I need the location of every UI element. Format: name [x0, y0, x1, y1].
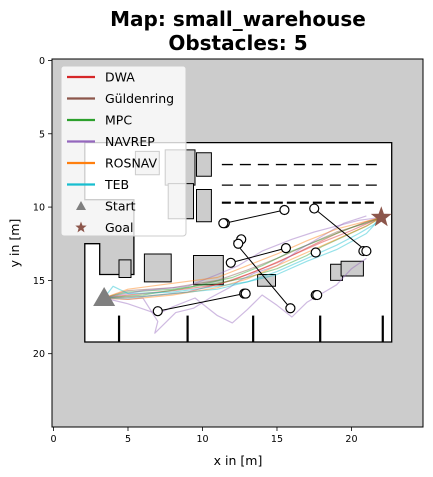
- obstacle-position: [218, 218, 229, 229]
- x-axis-ticks: 0 5 10 15 20: [50, 427, 358, 445]
- x-tick-label: 10: [196, 434, 208, 445]
- legend-label: ROSNAV: [105, 156, 158, 171]
- y-tick-label: 15: [33, 276, 45, 287]
- legend-swatch: [76, 201, 86, 210]
- obstacle-route: [157, 292, 245, 313]
- x-axis-label: x in [m]: [214, 453, 263, 468]
- map-static-obstacle: [143, 253, 172, 283]
- obstacle-layer: [152, 203, 372, 317]
- legend-entry: Güldenring: [67, 91, 174, 106]
- obstacle-position: [152, 306, 163, 317]
- legend-entry: TEB: [67, 177, 129, 192]
- legend-label: Start: [105, 199, 136, 214]
- map-static-obstacle: [193, 255, 224, 286]
- x-tick-label: 5: [125, 434, 131, 445]
- legend-entry: NAVREP: [67, 134, 155, 149]
- legend-label: DWA: [105, 70, 135, 85]
- obstacle-route: [233, 240, 291, 309]
- obstacle-position: [310, 247, 321, 258]
- legend-entry: ROSNAV: [67, 156, 158, 171]
- obstacle-route: [313, 208, 367, 252]
- obstacle-position: [312, 289, 323, 301]
- x-tick-label: 15: [271, 434, 283, 445]
- y-tick-label: 10: [33, 203, 45, 214]
- obstacle-position: [240, 288, 251, 299]
- x-tick-label: 0: [50, 434, 56, 445]
- legend-entry: Start: [76, 199, 136, 214]
- legend-label: Goal: [105, 220, 133, 235]
- y-axis-ticks: 0 5 10 15 20: [33, 56, 52, 360]
- start-marker: [93, 286, 116, 306]
- plot-frame: [51, 58, 424, 428]
- legend-label: MPC: [105, 113, 132, 128]
- legend-entry: MPC: [67, 113, 132, 128]
- obstacle-position: [361, 245, 372, 257]
- y-tick-label: 0: [39, 56, 45, 67]
- obstacle-route: [224, 208, 285, 225]
- obstacle-position: [285, 303, 296, 314]
- chart-title-line-1: Map: small_warehouse: [110, 7, 366, 31]
- y-tick-label: 5: [39, 129, 45, 140]
- map-static-obstacle: [196, 189, 212, 223]
- obstacle-position: [280, 243, 292, 254]
- legend-swatch: [75, 221, 87, 233]
- goal-marker: [370, 206, 392, 227]
- legend-entry: Goal: [75, 220, 133, 235]
- legend-box: [60, 65, 187, 237]
- map-static-obstacle: [118, 259, 132, 278]
- obstacle-position: [225, 257, 236, 268]
- obstacle-position: [279, 204, 290, 216]
- legend-entry: DWA: [67, 70, 135, 85]
- obstacle-position: [309, 203, 320, 214]
- legend: DWA Güldenring MPC NAVREP ROSNAV TEB Start Goal: [60, 65, 187, 237]
- legend-label: Güldenring: [105, 91, 174, 106]
- y-axis-label: y in [m]: [7, 219, 22, 268]
- start-goal-layer: [93, 206, 392, 306]
- map-static-obstacle: [196, 152, 212, 177]
- x-tick-label: 20: [345, 434, 357, 445]
- legend-label: TEB: [104, 177, 129, 192]
- obstacle-position: [233, 238, 244, 249]
- chart-title-line-2: Obstacles: 5: [168, 31, 307, 55]
- map-static-obstacle: [330, 263, 343, 281]
- legend-label: NAVREP: [105, 134, 155, 149]
- y-tick-label: 20: [33, 349, 45, 360]
- map-static-obstacle: [340, 260, 364, 277]
